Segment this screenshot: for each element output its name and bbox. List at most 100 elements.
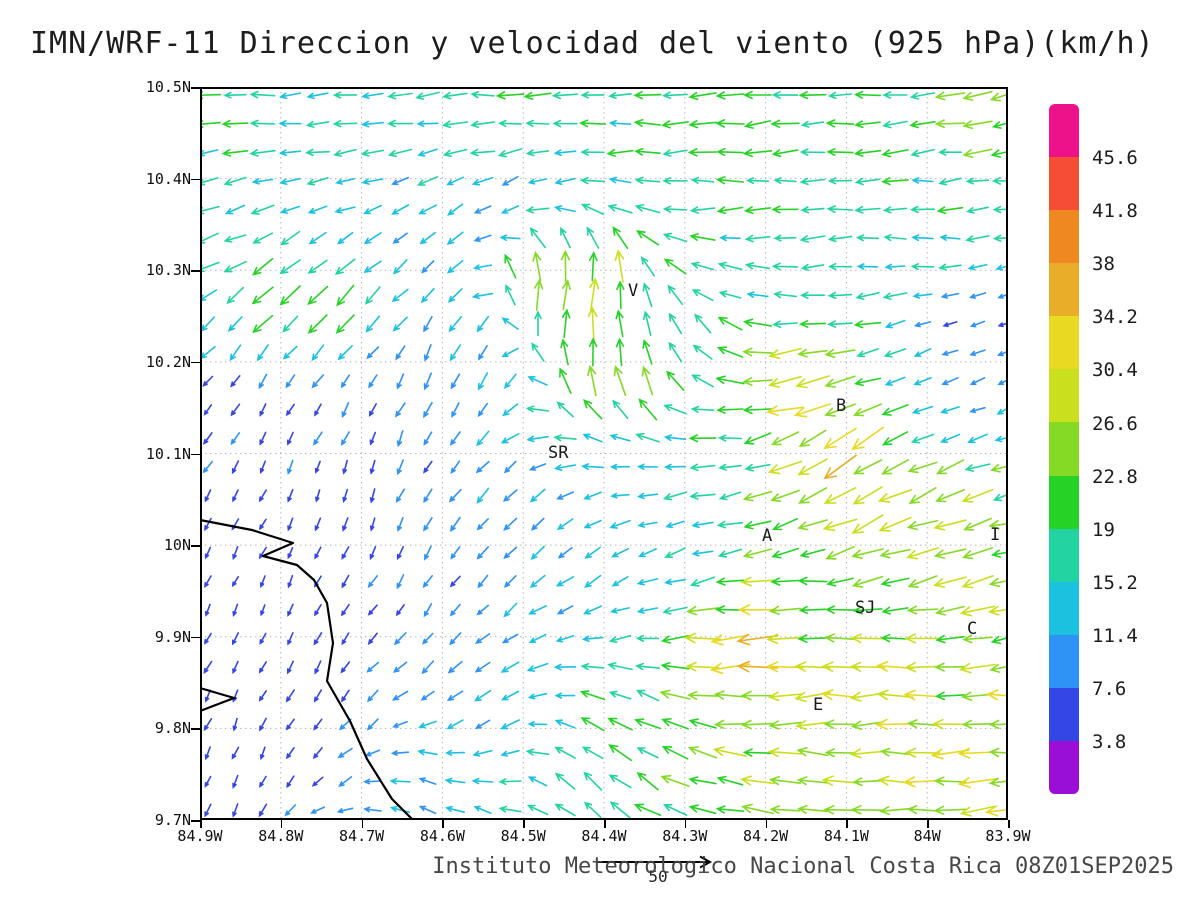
wind-arrow [911,234,934,242]
wind-arrow [941,377,959,386]
station-label: A [762,526,772,546]
wind-arrow [745,177,769,185]
x-tick-label: 84.1W [823,827,869,845]
wind-arrow [232,803,239,818]
wind-arrow [909,120,936,129]
wind-arrow [771,262,799,271]
wind-arrow [688,434,717,443]
wind-arrow [279,259,301,275]
wind-arrow [934,691,965,701]
wind-arrow [532,250,542,282]
wind-arrow [852,403,883,417]
wind-arrow [231,576,239,588]
wind-arrow [882,292,908,300]
wind-arrow [663,404,687,415]
wind-arrow [450,546,461,560]
wind-arrow [875,718,915,730]
wind-arrow [988,520,1008,530]
wind-arrow [342,488,349,503]
wind-arrow [988,777,1008,787]
wind-arrow [688,804,717,815]
wind-arrow [996,350,1008,357]
wind-arrow [742,548,773,559]
wind-arrow [204,775,212,788]
wind-arrow [423,401,433,419]
wind-arrow [961,488,994,503]
wind-arrow [471,777,494,785]
wind-arrow [988,747,1008,758]
wind-arrow [799,235,826,243]
wind-arrow [368,403,377,417]
wind-arrow [287,632,294,646]
wind-arrow [740,719,775,730]
wind-arrow [770,119,800,128]
wind-arrow [340,661,351,674]
wind-arrow [799,291,825,299]
gridlines [200,87,1008,820]
wind-arrow [992,205,1008,214]
wind-arrow [449,575,461,588]
wind-arrow [691,289,714,302]
y-tick-label: 10.5N [145,78,191,96]
wind-arrow [768,605,802,616]
wind-arrow [204,603,211,617]
wind-arrow [851,575,884,588]
wind-arrow [823,805,857,815]
wind-arrow [799,177,826,186]
wind-arrow [367,604,378,616]
wind-arrow [906,605,939,615]
wind-arrow [798,605,827,615]
wind-arrow [933,576,967,588]
wind-arrow [232,774,239,789]
wind-arrow [449,516,461,532]
wind-arrow [852,605,883,615]
wind-arrow [366,718,379,731]
wind-arrow [313,718,323,731]
wind-arrow [608,744,633,762]
wind-arrow [527,178,548,185]
wind-arrow [285,689,295,703]
wind-arrow [395,604,405,617]
wind-arrow [742,377,773,386]
wind-arrow [252,257,274,276]
wind-arrow [442,148,468,157]
x-tick-label: 84.2W [743,827,789,845]
wind-arrow [448,488,462,503]
wind-arrow [934,119,966,129]
wind-arrow [221,119,249,128]
wind-arrow [849,748,886,759]
wind-arrow [527,692,548,700]
wind-arrow [204,689,211,703]
wind-arrow [469,148,496,157]
wind-arrow [773,234,797,242]
wind-arrow [614,249,625,283]
colorbar-label: 34.2 [1092,306,1138,329]
wind-arrow [444,777,466,784]
wind-arrow [315,489,321,503]
x-tick-mark [280,820,283,828]
wind-arrow [470,120,495,128]
wind-arrow [740,576,775,587]
wind-arrow [884,376,906,386]
wind-arrow [743,432,772,445]
wind-arrow [530,545,545,560]
wind-arrow [689,463,716,472]
wind-arrow [556,401,574,418]
wind-arrow [797,458,828,476]
wind-arrow [822,518,858,532]
wind-arrow [472,264,493,271]
wind-arrow [638,548,657,558]
wind-arrow [662,205,688,213]
wind-arrow [744,262,771,270]
wind-arrow [258,803,268,818]
wind-arrow [717,434,743,442]
wind-arrow [474,719,491,730]
wind-arrow [940,406,960,414]
wind-arrow [641,365,654,396]
wind-arrow [279,177,301,185]
wind-arrow [881,177,909,186]
wind-arrow [969,349,986,357]
wind-arrow [633,91,662,100]
wind-arrow [941,349,959,356]
wind-arrow [881,431,909,446]
